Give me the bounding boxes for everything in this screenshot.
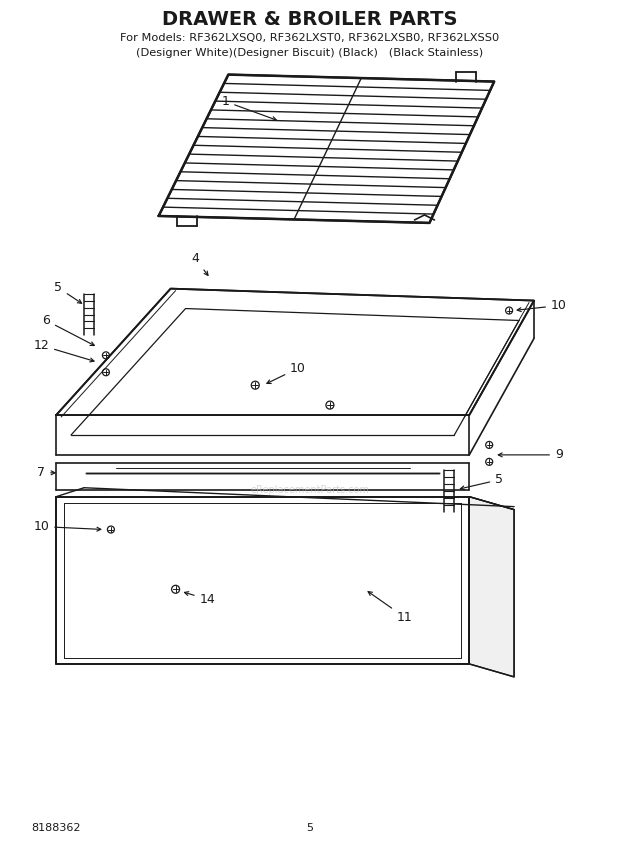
Polygon shape <box>469 496 514 677</box>
Text: 14: 14 <box>185 591 215 606</box>
Text: 10: 10 <box>267 362 306 383</box>
Text: 11: 11 <box>368 591 412 624</box>
Text: For Models: RF362LXSQ0, RF362LXST0, RF362LXSB0, RF362LXSS0: For Models: RF362LXSQ0, RF362LXST0, RF36… <box>120 33 500 43</box>
Text: 4: 4 <box>192 253 208 276</box>
Text: 10: 10 <box>33 520 101 533</box>
Text: 5: 5 <box>54 281 82 303</box>
Polygon shape <box>56 288 534 415</box>
Text: 9: 9 <box>498 449 563 461</box>
Text: 6: 6 <box>42 314 94 346</box>
Text: 5: 5 <box>306 823 314 833</box>
Text: eReplacementParts.com: eReplacementParts.com <box>250 484 370 495</box>
Text: 8188362: 8188362 <box>31 823 81 833</box>
Polygon shape <box>159 74 494 223</box>
Polygon shape <box>56 496 469 664</box>
Text: 7: 7 <box>37 467 55 479</box>
Text: 5: 5 <box>460 473 503 490</box>
Text: 1: 1 <box>221 95 277 121</box>
Text: 10: 10 <box>517 299 567 312</box>
Text: DRAWER & BROILER PARTS: DRAWER & BROILER PARTS <box>162 10 458 29</box>
Text: 12: 12 <box>33 339 94 362</box>
Text: (Designer White)(Designer Biscuit) (Black)   (Black Stainless): (Designer White)(Designer Biscuit) (Blac… <box>136 48 484 57</box>
